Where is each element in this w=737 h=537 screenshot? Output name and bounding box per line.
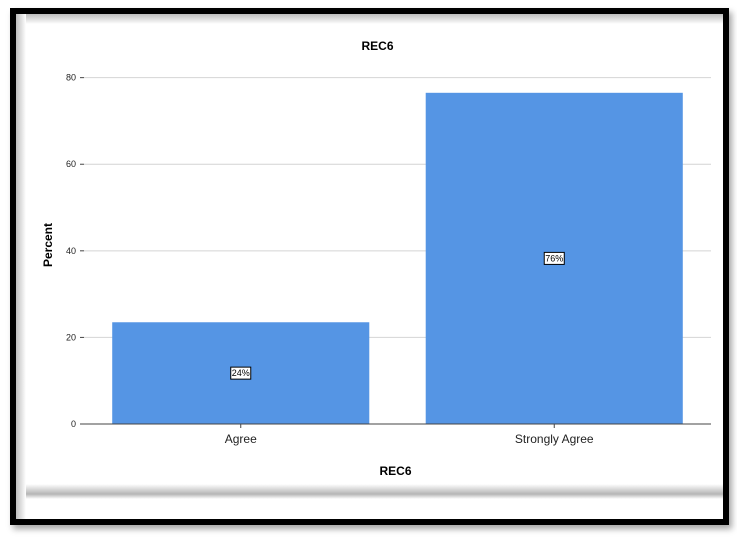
- bars: [112, 92, 683, 425]
- y-tick-label: 20: [66, 332, 76, 342]
- frame-bottom-band-lower: [26, 494, 723, 499]
- data-label: 24%: [232, 368, 250, 378]
- data-label: 76%: [545, 253, 563, 263]
- y-tick-label: 60: [66, 159, 76, 169]
- frame-bottom-band: [26, 484, 723, 494]
- y-tick-label: 80: [66, 73, 76, 83]
- data-label-box: [543, 251, 565, 265]
- y-tick-label: 0: [71, 419, 76, 429]
- x-tick-label: Agree: [225, 432, 257, 446]
- y-axis-ticks: 0 20 40 60 80: [66, 73, 84, 429]
- data-labels: 24% 76%: [230, 251, 565, 380]
- x-axis-title: REC6: [379, 464, 411, 478]
- y-axis-title: Percent: [41, 223, 55, 267]
- y-tick-label: 40: [66, 246, 76, 256]
- frame-shadow-left: [16, 14, 26, 519]
- x-axis-ticks: Agree Strongly Agree: [225, 424, 594, 446]
- x-tick-label: Strongly Agree: [515, 432, 594, 446]
- data-label-box: [230, 366, 252, 380]
- frame-shadow-top: [16, 14, 723, 24]
- chart-title: REC6: [361, 39, 393, 53]
